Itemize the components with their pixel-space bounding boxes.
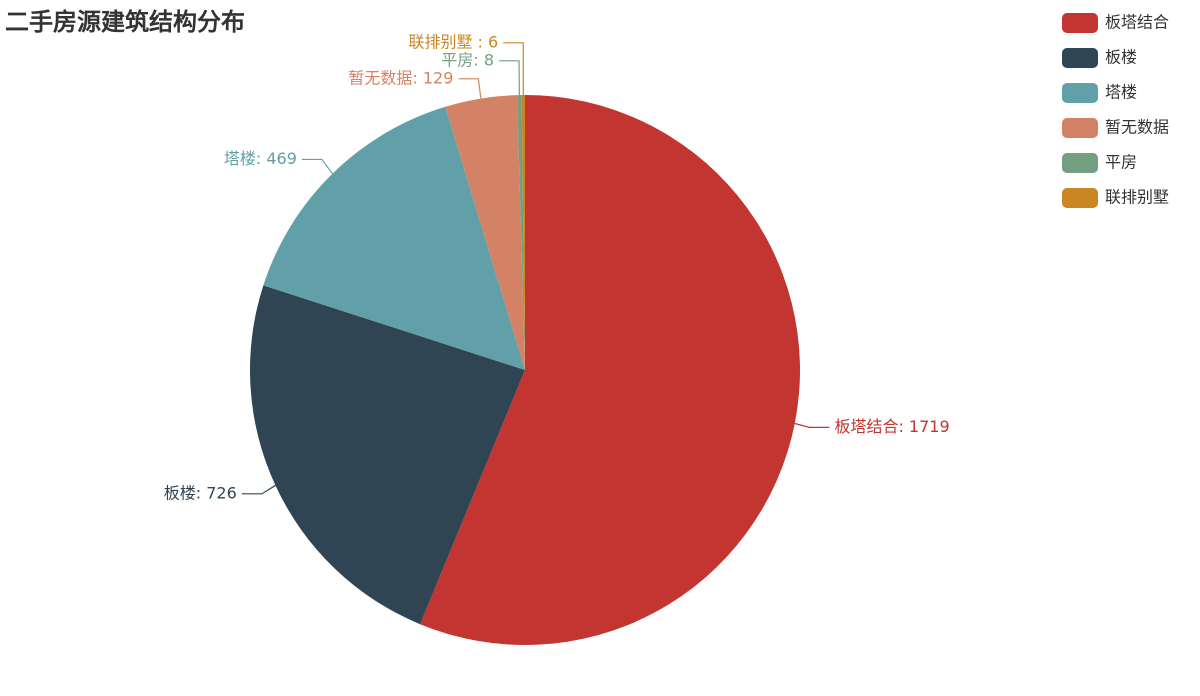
legend-swatch[interactable] <box>1062 153 1098 173</box>
legend-label[interactable]: 暂无数据 <box>1105 118 1169 137</box>
pie-slice <box>445 95 525 371</box>
pie-slice <box>517 95 525 371</box>
label-line <box>458 78 482 99</box>
legend-label[interactable]: 板塔结合 <box>1105 13 1169 32</box>
legend-label[interactable]: 联排别墅 <box>1105 188 1169 207</box>
legend-swatch[interactable] <box>1062 48 1098 68</box>
pie-slice <box>263 106 525 370</box>
label-line <box>499 60 520 96</box>
legend-swatch[interactable] <box>1062 188 1098 208</box>
label-line <box>794 422 830 428</box>
legend-swatch[interactable] <box>1062 118 1098 138</box>
legend-label[interactable]: 板楼 <box>1105 48 1137 67</box>
data-label: 暂无数据: 129 <box>348 68 453 87</box>
legend-label[interactable]: 塔楼 <box>1105 83 1137 102</box>
legend-label[interactable]: 平房 <box>1105 153 1137 172</box>
pie-slice <box>420 95 801 645</box>
label-line <box>301 158 333 175</box>
label-line <box>241 484 276 495</box>
legend-swatch[interactable] <box>1062 83 1098 103</box>
data-label: 板楼: 726 <box>164 483 237 502</box>
legend-swatch[interactable] <box>1062 13 1098 33</box>
pie-slice <box>249 285 525 625</box>
data-label: 板塔结合: 1719 <box>834 417 949 436</box>
data-label: 塔楼: 469 <box>224 149 297 168</box>
data-label: 联排别墅 : 6 <box>408 32 498 51</box>
pie-slice <box>521 95 525 370</box>
chart-title: 二手房源建筑结构分布 <box>5 8 245 36</box>
data-label: 平房: 8 <box>441 50 494 69</box>
label-line <box>503 42 524 96</box>
